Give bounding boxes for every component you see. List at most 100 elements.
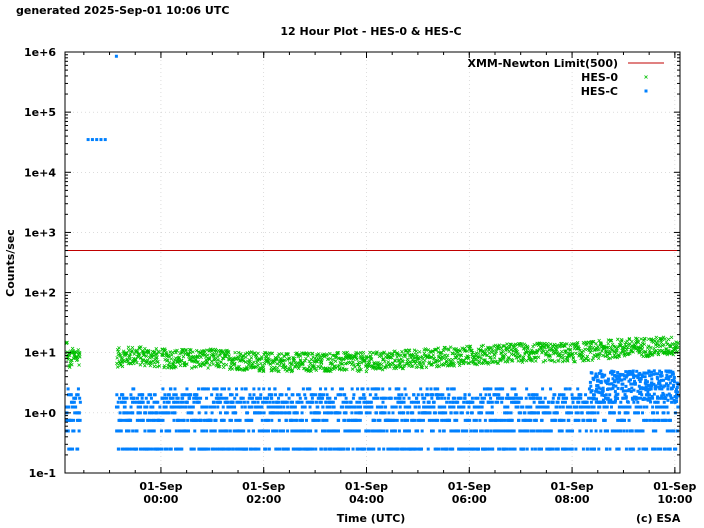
hesc-point [245, 447, 249, 451]
hesc-point [597, 386, 601, 390]
hesc-point [463, 418, 467, 422]
hes0-point [226, 350, 231, 354]
hes0-point [393, 358, 397, 363]
hesc-point [652, 369, 656, 373]
hes0-point [405, 357, 410, 361]
hesc-point [233, 405, 237, 409]
hesc-point [362, 393, 366, 397]
hesc-point [143, 429, 147, 433]
hesc-point [603, 405, 607, 409]
hesc-point [427, 400, 431, 404]
hes0-point [275, 357, 279, 361]
hesc-point [605, 382, 609, 386]
hesc-point [344, 411, 348, 415]
hes0-point [455, 350, 459, 354]
hesc-point [654, 429, 658, 433]
hesc-point [257, 387, 261, 391]
hesc-point [222, 387, 226, 391]
hesc-point [238, 429, 242, 433]
hesc-point [126, 447, 130, 451]
hes0-point [653, 339, 657, 343]
hesc-point [324, 387, 328, 391]
hesc-point [676, 394, 680, 398]
hes0-point [74, 350, 79, 355]
hesc-point [645, 371, 649, 375]
hesc-point [448, 405, 452, 409]
hesc-point [351, 447, 355, 451]
hesc-point [216, 447, 220, 451]
hesc-point [279, 405, 283, 409]
hesc-point [204, 387, 208, 391]
hes0-point [244, 355, 248, 360]
hes0-point [203, 361, 208, 365]
hesc-point [424, 405, 428, 409]
hes0-point [248, 366, 253, 370]
hesc-point [467, 393, 471, 397]
hes0-point [343, 354, 348, 358]
hesc-point [659, 396, 663, 400]
hesc-point [169, 447, 173, 451]
hes0-point [373, 367, 378, 371]
hesc-point [71, 405, 75, 409]
hesc-point [656, 395, 660, 399]
hesc-point [268, 400, 272, 404]
hes0-point [461, 358, 465, 363]
hesc-point [350, 405, 354, 409]
hes0-point [572, 359, 576, 364]
hes0-point [534, 359, 538, 363]
hes0-point [169, 357, 174, 361]
hesc-point [571, 429, 575, 433]
hesc-point [445, 400, 449, 404]
hesc-point [220, 387, 224, 391]
hesc-point [382, 447, 386, 451]
hesc-point [479, 400, 483, 404]
hesc-point [165, 447, 169, 451]
hesc-point [648, 418, 652, 422]
hesc-point [342, 447, 346, 451]
hesc-point [243, 405, 247, 409]
hesc-point [341, 405, 345, 409]
hesc-point [466, 418, 470, 422]
hesc-point [275, 447, 279, 451]
hesc-point [400, 400, 404, 404]
hesc-point [234, 418, 238, 422]
hesc-point [151, 411, 155, 415]
hesc-point [459, 396, 463, 400]
hesc-point [595, 387, 599, 391]
hes0-point [603, 346, 607, 351]
hes0-point [184, 347, 188, 352]
hes0-point [548, 353, 552, 358]
hesc-point [663, 405, 667, 409]
hesc-point [414, 400, 418, 404]
hes0-point [620, 339, 624, 343]
hesc-point [660, 387, 664, 391]
hesc-point [503, 411, 507, 415]
hesc-point [356, 405, 360, 409]
hes0-point [196, 360, 200, 364]
hesc-point [602, 394, 606, 398]
hesc-point [518, 411, 522, 415]
hesc-point [287, 387, 291, 391]
hes0-point [590, 358, 595, 363]
hesc-point [661, 418, 665, 422]
hesc-point [137, 400, 141, 404]
hesc-point [212, 400, 216, 404]
hesc-point [200, 387, 204, 391]
hesc-point [672, 429, 676, 433]
hesc-point [330, 387, 334, 391]
hesc-point [270, 396, 274, 400]
hesc-point [569, 411, 573, 415]
hesc-point [672, 375, 676, 379]
hes0-point [275, 361, 279, 366]
hes0-point [371, 351, 375, 355]
hesc-point [535, 405, 539, 409]
hes0-point [423, 358, 427, 363]
hesc-point [213, 447, 217, 451]
hesc-point [334, 396, 338, 400]
hesc-point [662, 400, 666, 404]
y-tick-label: 1e+4 [24, 166, 56, 179]
hesc-point [654, 372, 658, 376]
hes0-point [376, 364, 381, 368]
hesc-point [344, 400, 348, 404]
hesc-point [513, 447, 517, 451]
